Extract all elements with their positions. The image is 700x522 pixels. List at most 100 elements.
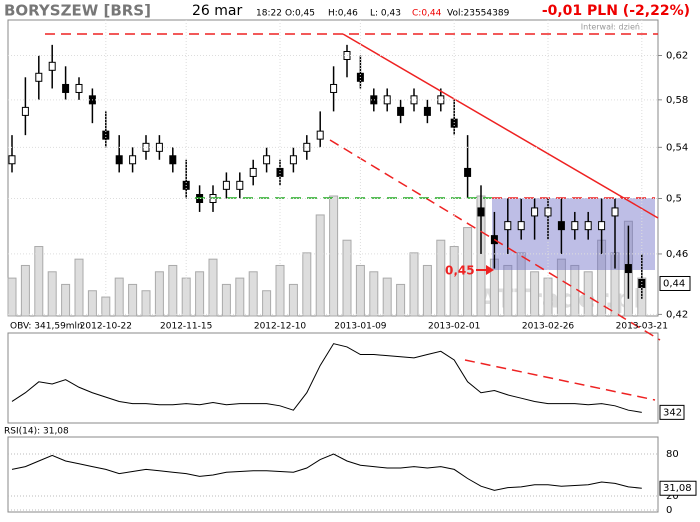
candle-close bbox=[249, 167, 257, 177]
rsi-tick-label: 20 bbox=[666, 491, 679, 502]
candle-close bbox=[129, 155, 137, 165]
volume-bar bbox=[422, 264, 432, 317]
open: O:0,45 bbox=[285, 9, 315, 19]
trend-channel bbox=[329, 139, 661, 341]
volume-bar bbox=[396, 283, 406, 317]
candle-close bbox=[517, 221, 525, 231]
x-tick-label: 2013-02-01 bbox=[428, 322, 480, 332]
x-tick-label: 2012-12-10 bbox=[254, 322, 307, 332]
volume-bar bbox=[7, 277, 17, 317]
volume-layer bbox=[7, 195, 647, 317]
ticker: BORYSZEW [BRS] bbox=[4, 2, 151, 20]
candle-close bbox=[504, 221, 512, 231]
volume-bar bbox=[128, 283, 138, 317]
volume-bar bbox=[87, 290, 97, 317]
volume-bar bbox=[382, 277, 392, 317]
range-box bbox=[492, 198, 655, 270]
volume-bar bbox=[221, 283, 231, 317]
volume-bar bbox=[288, 283, 298, 317]
volume-bar bbox=[141, 290, 151, 317]
candle-close bbox=[48, 61, 56, 71]
candle-close bbox=[75, 83, 83, 93]
indicator-line bbox=[11, 453, 642, 491]
y-tick-label: 0,5 bbox=[666, 194, 682, 205]
candle-close bbox=[598, 221, 606, 231]
indicator-line bbox=[11, 343, 642, 413]
candle-close bbox=[383, 95, 391, 105]
y-tick-label: 0,58 bbox=[666, 95, 688, 106]
volume-bar bbox=[409, 252, 419, 317]
volume-bar bbox=[74, 258, 84, 317]
volume-bar bbox=[543, 277, 553, 317]
candle-close bbox=[35, 72, 43, 82]
time: 18:22 bbox=[256, 9, 282, 19]
candle-close bbox=[370, 95, 378, 105]
volume-bar bbox=[20, 264, 30, 317]
candle-close bbox=[557, 221, 565, 231]
volume-bar bbox=[503, 264, 513, 317]
candle-close bbox=[531, 207, 539, 217]
candle-close bbox=[464, 167, 472, 177]
candle-close bbox=[276, 167, 284, 177]
date: 26 mar bbox=[192, 3, 242, 19]
y-tick-label: 0,54 bbox=[666, 142, 688, 153]
candle-close bbox=[624, 264, 632, 274]
volume-bar bbox=[530, 271, 540, 317]
rsi-tick-label: 80 bbox=[666, 449, 679, 460]
current-price-box bbox=[659, 275, 691, 291]
low: L: 0,43 bbox=[370, 9, 401, 19]
current-price-label: 0,44 bbox=[663, 278, 685, 289]
volume-bar bbox=[114, 277, 124, 317]
volume-bar bbox=[47, 271, 57, 317]
candle-close bbox=[21, 106, 29, 116]
rsi-panel bbox=[7, 436, 659, 513]
candle-close bbox=[62, 83, 70, 93]
volume-bar bbox=[154, 271, 164, 317]
candle-close bbox=[611, 207, 619, 217]
candle-close bbox=[477, 207, 485, 217]
high: H:0,46 bbox=[328, 9, 358, 19]
volume-bar bbox=[342, 239, 352, 317]
volume-bar bbox=[208, 258, 218, 317]
volume: Vol:23554389 bbox=[447, 9, 510, 19]
candle-close bbox=[571, 221, 579, 231]
volume-bar bbox=[516, 252, 526, 317]
candle-close bbox=[303, 142, 311, 152]
candle-close bbox=[330, 83, 338, 93]
x-tick-label: 2012-10-22 bbox=[80, 322, 132, 332]
volume-bar bbox=[101, 296, 111, 317]
volume-bar bbox=[329, 195, 339, 317]
candle-close bbox=[397, 106, 405, 116]
obv-last-label: 342 bbox=[663, 407, 682, 418]
candle-close bbox=[263, 155, 271, 165]
x-tick-label: 2012-11-15 bbox=[160, 322, 212, 332]
volume-bar bbox=[556, 258, 566, 317]
y-tick-label: 0,46 bbox=[666, 249, 688, 260]
candle-close bbox=[155, 142, 163, 152]
volume-bar bbox=[181, 277, 191, 317]
volume-bar bbox=[583, 271, 593, 317]
rsi-last-box bbox=[659, 480, 697, 496]
candle-close bbox=[169, 155, 177, 165]
obv-panel bbox=[7, 332, 659, 424]
candle-close bbox=[8, 155, 16, 165]
volume-bar bbox=[235, 277, 245, 317]
obv-trend bbox=[464, 359, 656, 401]
arrow-head bbox=[486, 265, 494, 275]
candle-close bbox=[638, 278, 646, 288]
obv-last-box bbox=[659, 404, 685, 420]
y-tick-label: 0,42 bbox=[666, 309, 688, 320]
y-tick-label: 0,62 bbox=[666, 50, 688, 61]
close: C:0,44 bbox=[412, 9, 442, 19]
volume-bar bbox=[248, 271, 258, 317]
candle-close bbox=[222, 180, 230, 190]
candle-close bbox=[584, 221, 592, 231]
volume-bar bbox=[436, 239, 446, 317]
annotation: 0,45 bbox=[445, 264, 475, 278]
volume-bar bbox=[315, 214, 325, 317]
change: -0,01 PLN (-2,22%) bbox=[542, 3, 690, 19]
interval: Interwał: dzień bbox=[581, 23, 640, 32]
candle-close bbox=[316, 130, 324, 140]
x-tick-label: 2013-02-26 bbox=[522, 322, 575, 332]
